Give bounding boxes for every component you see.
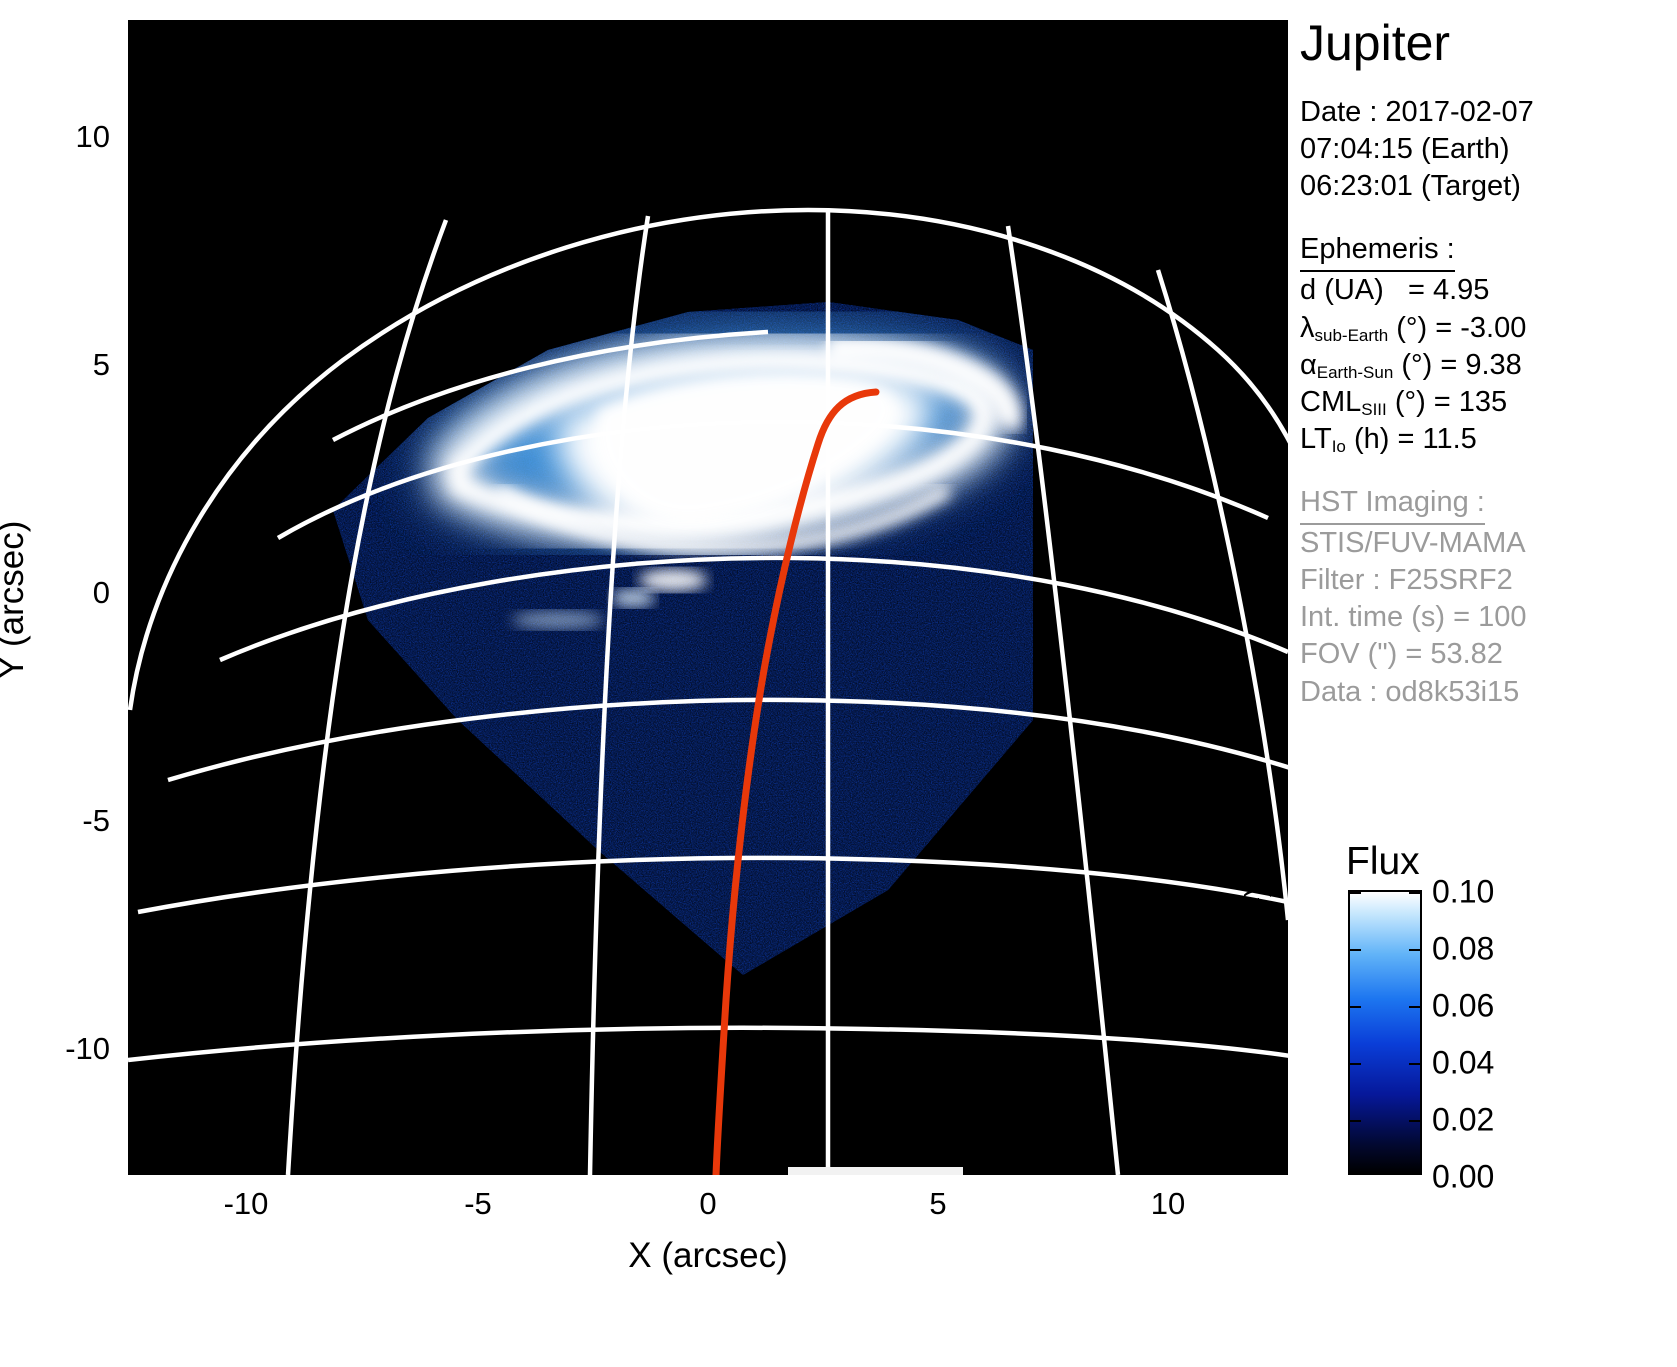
ephemeris-symbol: λ [1300,311,1315,344]
y-tick-label: -10 [65,1031,110,1066]
x-tick-label: 5 [929,1186,947,1221]
observation-time-earth: 07:04:15 (Earth) [1300,133,1510,166]
colorbar-tick-label: 0.06 [1432,987,1495,1024]
ephemeris-header: Ephemeris : [1300,231,1455,273]
colorbar-tick-label: 0.00 [1432,1158,1495,1195]
colorbar-units-exponent: -1 [1244,897,1263,913]
hst-filter: Filter : F25SRF2 [1300,564,1513,597]
ephemeris-symbol: CML [1300,385,1362,418]
ephemeris-subscript: SIII [1361,399,1387,419]
colorbar-tick-label: 0.02 [1432,1101,1495,1138]
colorbar-units-label: (counts.s-1) [1240,888,1273,1030]
ephemeris-value: = 11.5 [1397,422,1477,455]
colorbar-gradient-svg [1350,892,1420,1173]
y-tick-label: 10 [75,119,110,154]
colorbar-tick-label: 0.08 [1432,930,1495,967]
ephemeris-value: = 4.95 [1407,274,1490,307]
y-axis: 10 5 0 -5 -10 [0,0,128,1367]
hst-fov: FOV (") = 53.82 [1300,638,1503,671]
colorbar-units-suffix: ) [1240,887,1272,898]
colorbar-tick [1409,949,1422,951]
colorbar-tick [1348,1006,1361,1008]
hst-integration-time: Int. time (s) = 100 [1300,601,1527,634]
ephemeris-block: Ephemeris : d (UA) = 4.95 λsub-Earth (°)… [1300,231,1677,458]
observation-time-target: 06:23:01 (Target) [1300,170,1521,203]
colorbar-tick-label: 0.10 [1432,873,1495,910]
colorbar-units-prefix: (counts.s [1240,912,1272,1030]
ephemeris-symbol: α [1300,348,1317,381]
x-tick-label: -5 [464,1186,492,1221]
ephemeris-unit: (h) [1353,422,1390,455]
x-axis-label: X (arcsec) [628,1236,788,1275]
aperture-edge-marker [788,1167,963,1175]
page-title: Jupiter [1300,15,1451,71]
observation-block: Date : 2017-02-07 07:04:15 (Earth) 06:23… [1300,94,1677,205]
colorbar-title: Flux [1346,840,1420,883]
planetary-grid [128,207,1288,1175]
x-tick-label: -10 [223,1186,269,1221]
ephemeris-subscript: sub-Earth [1314,325,1389,345]
colorbar-tick [1348,892,1361,894]
io-footprint-track [712,388,880,1175]
ephemeris-subscript: Earth-Sun [1316,362,1394,382]
hst-imaging-header: HST Imaging : [1300,484,1485,526]
y-tick-label: 5 [92,347,110,382]
colorbar-tick [1409,1120,1422,1122]
colorbar-tick [1348,1120,1361,1122]
y-tick-label: -5 [82,803,110,838]
colorbar-tick [1409,1006,1422,1008]
colorbar-gradient [1348,890,1422,1175]
ephemeris-unit: (UA) [1324,274,1384,307]
ephemeris-subscript: Io [1331,436,1346,456]
colorbar: Flux (counts.s-1) [1240,840,1677,1200]
colorbar-tick [1348,949,1361,951]
ephemeris-row-phase-angle: αEarth-Sun (°) = 9.38 [1300,347,1677,384]
ephemeris-unit: (°) [1401,348,1433,381]
plot-canvas [128,20,1288,1175]
ephemeris-value: = 135 [1433,385,1508,418]
y-axis-label: Y (arcsec) [0,520,31,680]
ephemeris-symbol: d [1300,274,1317,307]
metadata-panel: Jupiter Date : 2017-02-07 07:04:15 (Eart… [1300,0,1677,1367]
hst-instrument: STIS/FUV-MAMA [1300,527,1526,560]
hst-dataset-id: Data : od8k53i15 [1300,675,1520,708]
ephemeris-value: = 9.38 [1440,348,1522,381]
x-tick-label: 0 [699,1186,717,1221]
x-tick-label: 10 [1150,1186,1186,1221]
ephemeris-row-io-local-time: LTIo (h) = 11.5 [1300,421,1677,458]
colorbar-tick [1409,892,1422,894]
colorbar-tick-label: 0.04 [1432,1044,1495,1081]
ephemeris-unit: (°) [1394,385,1426,418]
ephemeris-row-distance: d (UA) = 4.95 [1300,272,1677,309]
aurora-image-plot [128,20,1288,1175]
hst-imaging-block: HST Imaging : STIS/FUV-MAMA Filter : F25… [1300,484,1677,711]
ephemeris-value: = -3.00 [1435,311,1527,344]
y-tick-label: 0 [92,575,110,610]
ephemeris-symbol: LT [1300,422,1332,455]
ephemeris-row-cml: CMLSIII (°) = 135 [1300,384,1677,421]
aurora-emission [428,331,1022,629]
ephemeris-unit: (°) [1396,311,1428,344]
ephemeris-row-sub-earth-latitude: λsub-Earth (°) = -3.00 [1300,310,1677,347]
colorbar-tick [1409,1063,1422,1065]
colorbar-tick [1348,1063,1361,1065]
observation-date: Date : 2017-02-07 [1300,96,1534,128]
